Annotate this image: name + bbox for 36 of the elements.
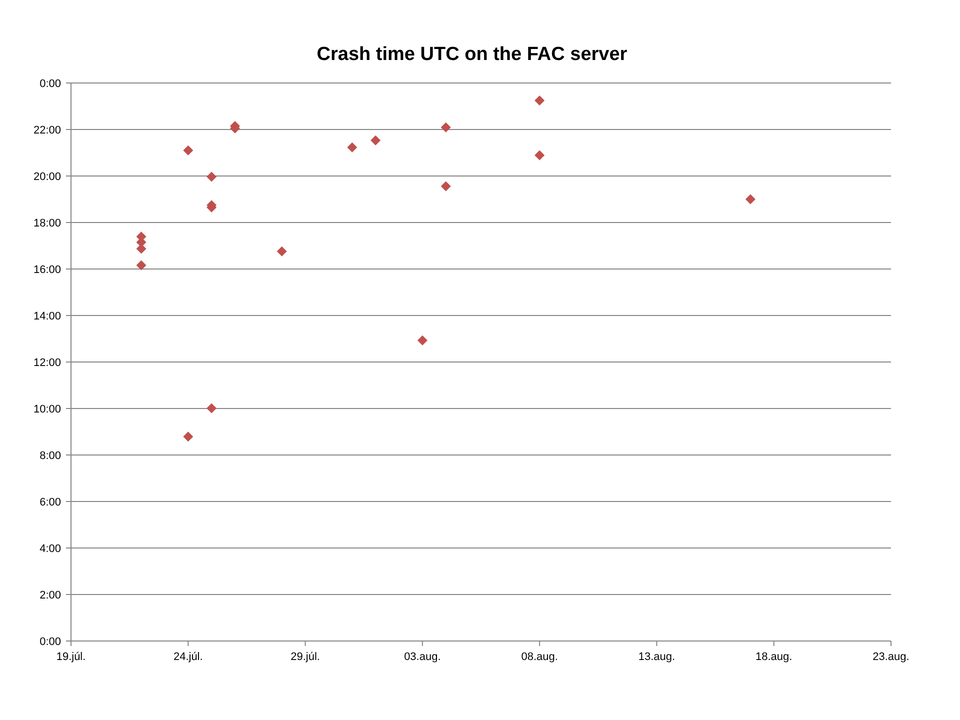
point	[136, 260, 146, 270]
point	[534, 95, 545, 106]
y-tick-label: 22:00	[33, 124, 61, 136]
chart-title: Crash time UTC on the FAC server	[316, 44, 628, 65]
point	[206, 172, 217, 182]
x-tick-label: 23.aug.	[872, 651, 910, 663]
x-tick-label: 03.aug.	[404, 651, 441, 663]
y-tick-label: 10:00	[33, 403, 61, 416]
point	[440, 122, 451, 132]
point	[206, 403, 217, 414]
y-tick-label: 0:00	[40, 78, 61, 90]
x-tick-label: 24.júl.	[173, 651, 203, 663]
point	[183, 432, 194, 442]
y-tick-label: 2:00	[40, 589, 61, 602]
point	[417, 335, 428, 346]
point	[534, 150, 545, 160]
x-tick-label: 29.júl.	[290, 651, 320, 663]
point	[347, 142, 358, 152]
y-tick-label: 6:00	[40, 496, 61, 508]
y-tick-label: 20:00	[33, 170, 61, 183]
y-tick-label: 0:00	[40, 636, 61, 648]
y-tick-label: 16:00	[33, 264, 61, 276]
point	[370, 135, 381, 146]
point	[276, 246, 287, 256]
x-tick-label: 19.júl.	[56, 651, 86, 663]
x-tick-label: 08.aug.	[521, 651, 558, 663]
y-tick-label: 4:00	[40, 542, 61, 555]
y-tick-label: 8:00	[40, 450, 61, 462]
point	[745, 194, 756, 204]
y-tick-label: 12:00	[33, 356, 61, 369]
point	[183, 145, 194, 156]
point	[440, 181, 451, 192]
x-tick-label: 13.aug.	[638, 651, 676, 663]
y-tick-label: 14:00	[33, 310, 61, 322]
x-tick-label: 18.aug.	[756, 651, 792, 663]
y-tick-label: 18:00	[33, 217, 61, 230]
